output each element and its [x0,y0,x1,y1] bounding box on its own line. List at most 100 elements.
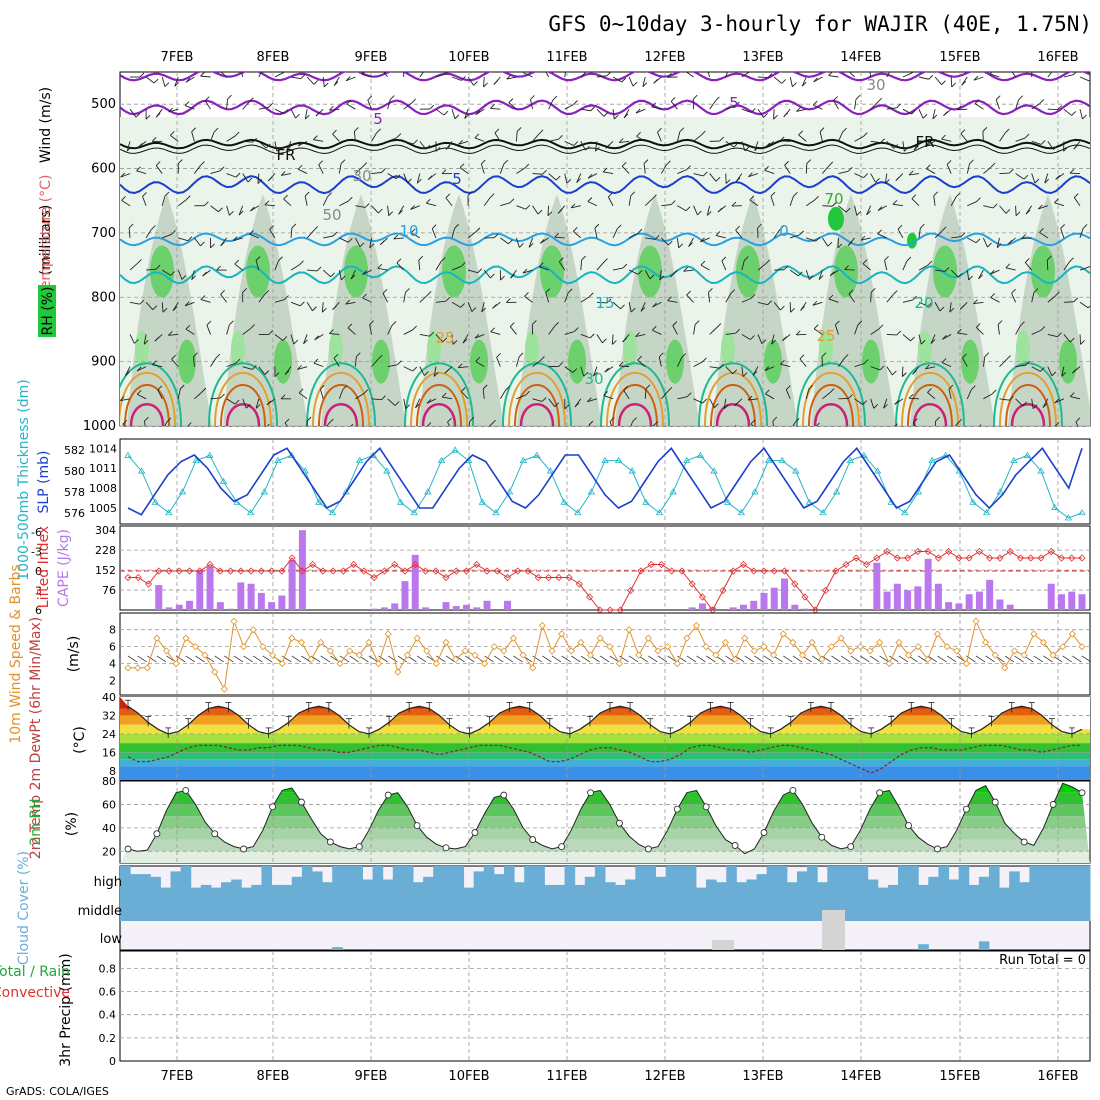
wind-barb-flag [683,266,688,272]
wind-barb-flag [589,333,595,339]
cloud-high-bar [685,866,697,893]
wind-barb [946,164,952,174]
wind-barb-flag [136,166,141,172]
wind-barb-flag [702,357,707,363]
wind-barb-flag [426,65,430,69]
wind-barb-flag [164,82,170,87]
wind-barb [191,131,195,142]
thickness-marker [1078,509,1086,516]
precip-tick-1: 0.2 [99,1032,117,1045]
wind-barb [685,72,694,78]
wind-barb [353,131,356,142]
li-marker [1006,547,1014,556]
wind-barb-flag [835,320,840,326]
wind-barb-flag [651,325,657,331]
wind-barb [886,366,893,376]
wind-barb-flag [210,243,215,249]
wind-barb [1025,431,1032,438]
wind-barb-flag [151,225,156,230]
wind10-marker [1068,630,1076,638]
cloud-high-bar [413,882,424,893]
wind-barb-flag [227,94,232,100]
li-marker [493,567,501,575]
cloud-high-bar [615,884,626,893]
wind-barb [670,101,678,110]
wind-barb-flag [920,223,925,229]
cloud-high-bar [1029,866,1040,893]
wind10-marker [924,655,932,663]
wind-barb-flag [828,294,834,300]
thickness-tick-1: 580 [64,465,85,478]
wind-barb [303,334,308,344]
li-marker [986,554,994,562]
wind-barb-flag [457,363,463,368]
wind-barb [877,233,887,239]
wind-barb-flag [621,162,627,167]
wind-barb-flag [397,360,402,366]
wind-barb-flag [555,175,561,181]
wind10-barb [946,655,957,663]
diurnal-contour [225,403,261,426]
wind-barb [870,140,881,144]
cape-bar [986,579,994,610]
wind-barb-flag [1080,340,1085,345]
wind-barb [652,301,662,308]
date-label-bottom-2: 9FEB [355,1069,388,1084]
wind-barb-flag [813,77,818,83]
cape-bar [268,602,276,610]
cloud-middle-bar [210,893,222,921]
wind-barb-flag [911,72,914,74]
cape-bar [688,607,696,610]
thickness-marker [751,488,759,495]
wind-barb-flag [941,226,947,232]
wind-barb [1047,366,1053,376]
wind-barb-flag [962,353,967,359]
wind-barb-flag [170,271,176,276]
cape-bar [801,608,809,610]
wind-barb [361,73,372,78]
wind-barb [677,357,683,367]
wind-barb [819,131,823,142]
cape-tick-1: 228 [95,544,116,557]
wind-barb [628,269,639,275]
temp-tick-1: 16 [102,746,116,759]
wind-barb-flag [300,301,305,307]
pressure-tick-900: 900 [91,355,116,370]
li-marker [770,567,778,575]
wind-barb-flag [410,205,415,210]
li-marker [329,567,337,575]
wind-barb [677,131,681,142]
wind-barb [967,429,977,431]
wind-barb-flag [494,128,500,134]
wind-barb-flag [1020,321,1025,327]
wind-barb-flag [492,304,497,309]
wind-barb [350,269,356,280]
cloud-high-bar [948,879,960,893]
wind-barb-flag [170,131,175,136]
wind-barb-flag [670,97,676,102]
wind-barb-flag [367,95,373,101]
wind-barb-flag [445,72,449,75]
wind-barb-flag [845,207,851,213]
cloud-high-bar [271,884,283,893]
date-axis-top: 7FEB 8FEB 9FEB 10FEB 11FEB 12FEB 13FEB 14FEB 15F… [161,50,1079,65]
wind-barb-flag [440,257,446,262]
wind-barb [387,99,391,110]
wind-barb [909,173,920,176]
wind-barb [700,237,710,243]
wind-barb-flag [381,168,386,173]
wind-barb-flag [121,196,126,201]
cloud-middle-bar [796,893,808,921]
cloud-high-bar [908,866,919,893]
wind-barb [854,205,858,216]
temp-band-4 [120,733,1090,744]
cloud-middle-bar [978,893,990,921]
wind-barb [297,168,308,174]
wind-barb-flag [137,143,143,148]
wind-barb-flag [1009,168,1014,174]
wind10-marker [904,651,913,659]
wind-barb [564,72,566,78]
wind-barb-flag [120,172,125,178]
wind-barb-flag [473,81,478,86]
wind-barb-flag [828,72,833,76]
